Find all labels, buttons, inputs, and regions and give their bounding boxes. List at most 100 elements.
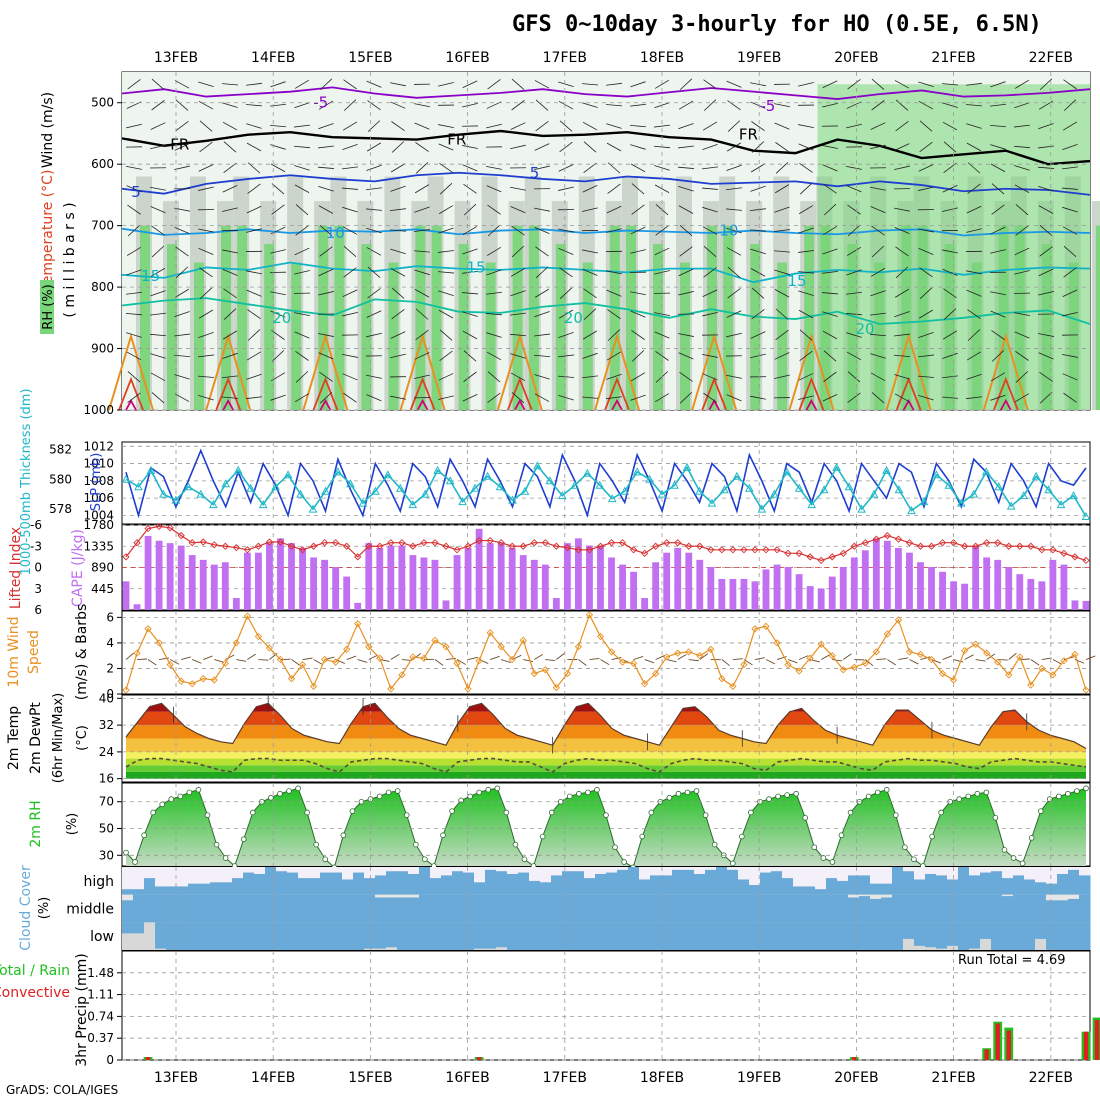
wind-barb <box>869 333 887 337</box>
wind-barb <box>511 245 525 258</box>
bottom-date-label: 16FEB <box>445 1070 489 1086</box>
li-tick-label: 6 <box>34 603 42 617</box>
wind-speed-point <box>916 650 925 659</box>
wind-barb <box>582 352 598 359</box>
cloud-high-bar <box>683 869 695 895</box>
wind-speed-point <box>1005 671 1013 679</box>
cloud-high-clear <box>496 867 508 872</box>
wind-barb <box>1038 205 1054 214</box>
wind-barb <box>726 310 742 318</box>
cloud-low-sky <box>188 922 200 950</box>
wind-barb <box>203 655 213 660</box>
wind-barb <box>390 185 406 192</box>
lifted-index-point <box>574 546 583 554</box>
cape-bar <box>497 543 505 610</box>
lifted-index-point <box>839 549 847 557</box>
wind-barb <box>630 249 646 254</box>
wind-barb <box>967 309 981 320</box>
wind-barb <box>887 659 897 666</box>
cloud-high-clear <box>276 867 288 872</box>
precip-convective-bar <box>1083 1031 1089 1060</box>
wind-barb <box>846 332 862 338</box>
wind-barb <box>366 332 382 338</box>
wind-barb <box>367 266 381 278</box>
wind-speed-point <box>707 645 715 653</box>
cloud-middle-bar <box>716 894 728 923</box>
wind-barb <box>366 394 382 402</box>
wind-speed-point <box>894 616 903 624</box>
cloud-middle-bar <box>848 897 860 923</box>
cloud-high-bar <box>166 886 178 895</box>
wind-barb <box>750 185 766 192</box>
wind-barb <box>702 289 718 297</box>
cloud-high-bar <box>342 879 354 895</box>
cloud-low-sky <box>485 922 497 950</box>
wind-barb <box>270 249 286 254</box>
cloud-high-clear <box>573 867 585 872</box>
wind-barb <box>909 659 919 665</box>
cloud-high-clear <box>485 867 497 870</box>
wind-barb <box>487 371 501 383</box>
rh-green-band <box>361 244 372 410</box>
cloud-high-clear <box>353 867 365 873</box>
wind-barb <box>847 392 861 403</box>
slp-axis-label: SLP (mb) <box>89 453 104 512</box>
cloud-middle-bar <box>914 894 926 923</box>
wind-barb <box>512 654 522 660</box>
boundary-layer-contour <box>416 398 429 411</box>
wind-barb <box>822 164 838 172</box>
wind-barb <box>247 653 257 660</box>
cloud-middle-bar <box>430 894 442 923</box>
wind-barb <box>895 120 909 132</box>
cloud-high-bar <box>430 878 442 895</box>
precip-tick-label: 0.37 <box>87 1031 114 1045</box>
wind-speed-point <box>298 660 307 669</box>
precip-convective-bar <box>852 1057 857 1060</box>
wind-barb <box>534 374 550 380</box>
wind-barb <box>510 372 526 382</box>
wind-speed-point <box>751 625 759 633</box>
cloud-high-bar <box>958 867 970 895</box>
wind-barb <box>1063 99 1077 111</box>
cape-bar <box>519 555 527 610</box>
cloud-middle-bar <box>628 894 640 923</box>
cloud-middle-bar <box>408 897 420 923</box>
wind-barb <box>439 183 453 195</box>
wind-barb <box>894 393 910 402</box>
wind-barb <box>751 121 765 131</box>
cloud-middle-clear <box>881 894 893 898</box>
rh2m-point <box>1010 855 1017 861</box>
wind-barb <box>510 353 526 359</box>
wind-barb <box>149 333 167 337</box>
cloud-high-bar <box>947 879 959 895</box>
wind-barb <box>774 374 790 380</box>
rh-green-band <box>804 225 815 410</box>
wind-speed-point <box>420 654 428 662</box>
cape-bar <box>950 581 957 610</box>
rh-green-band <box>555 244 566 410</box>
cloud-low-sky <box>936 922 948 950</box>
wind-barb <box>702 311 718 317</box>
cloud-high-bar <box>881 883 893 895</box>
rh2m-point <box>793 790 799 797</box>
rh2m-point <box>177 793 184 800</box>
wind-barb <box>678 291 694 296</box>
wind-barb <box>271 350 285 362</box>
wind-barb <box>246 228 262 233</box>
thickness-tick-label: 582 <box>49 442 72 456</box>
wind-barb <box>294 247 310 256</box>
rh-green-band <box>415 225 426 410</box>
lifted-index-point <box>343 542 351 550</box>
rh2m-point <box>883 786 890 793</box>
wind-barb <box>390 353 406 359</box>
precip-panel-frame <box>121 950 1091 1061</box>
wind-barb <box>126 351 142 361</box>
wind-barb <box>990 249 1006 254</box>
wind-speed-point <box>663 653 671 661</box>
cloud-middle-bar <box>342 894 354 923</box>
thickness-point <box>221 479 231 488</box>
cloud-low-sky <box>507 922 519 950</box>
wind-barb <box>150 206 166 214</box>
cloud-middle-bar <box>903 894 915 923</box>
rh-green-band <box>167 244 177 410</box>
